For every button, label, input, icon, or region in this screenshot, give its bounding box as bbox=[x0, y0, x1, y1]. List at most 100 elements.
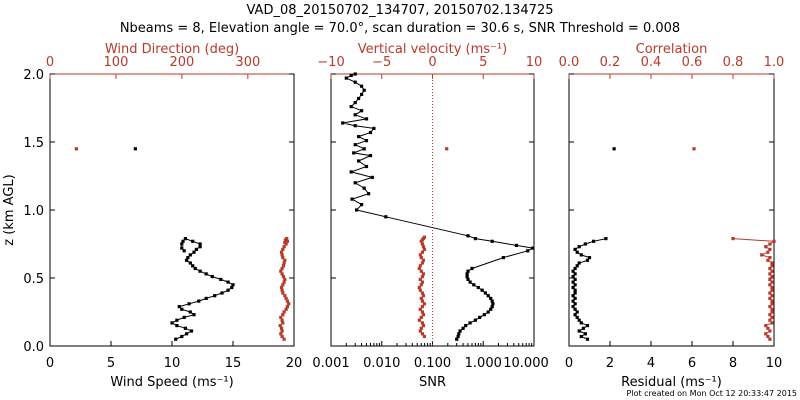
data-point-wind-direction bbox=[281, 313, 285, 317]
panel-residual_correlation: 0 2 4 6 8 10 Residual (ms⁻¹) 0.0 0.2 0.4 0.6 0.8 1.0… bbox=[559, 42, 785, 390]
data-point-snr bbox=[476, 285, 480, 290]
data-point-snr bbox=[357, 135, 361, 139]
data-point-residual bbox=[583, 332, 587, 336]
data-point-wind-speed bbox=[219, 277, 223, 281]
data-point-residual bbox=[577, 261, 581, 265]
data-point-wind-direction bbox=[282, 337, 286, 341]
data-point-wind-speed bbox=[177, 305, 181, 309]
data-point-correlation bbox=[766, 334, 770, 339]
data-point-wind-direction bbox=[281, 264, 285, 268]
data-point-vertical-velocity bbox=[420, 291, 424, 295]
data-point-snr bbox=[486, 294, 490, 298]
data-point-snr bbox=[384, 215, 388, 219]
data-point-residual bbox=[573, 291, 577, 295]
data-point-vertical-velocity bbox=[421, 313, 425, 317]
data-point-wind-direction bbox=[280, 253, 284, 257]
data-point-vertical-velocity bbox=[419, 315, 423, 319]
data-point-vertical-velocity bbox=[419, 296, 423, 300]
x-tick-label: 8 bbox=[729, 356, 737, 371]
data-point-wind-speed bbox=[210, 275, 214, 279]
data-point-snr bbox=[352, 151, 356, 155]
data-point-residual bbox=[583, 242, 587, 246]
x-tick-label: 20 bbox=[286, 356, 303, 371]
top-tick-label: 100 bbox=[104, 55, 129, 70]
data-point-snr bbox=[353, 101, 357, 105]
y-tick-label: 2.0 bbox=[23, 68, 44, 83]
data-point-snr bbox=[465, 275, 469, 279]
data-point-snr bbox=[368, 154, 373, 158]
data-point-snr bbox=[490, 239, 494, 243]
data-point-wind-speed bbox=[230, 285, 234, 290]
data-point-snr bbox=[473, 318, 477, 322]
top-tick-label: −10 bbox=[317, 55, 344, 70]
data-point-correlation bbox=[768, 337, 772, 341]
data-point-wind-direction bbox=[284, 307, 288, 311]
data-point-wind-direction bbox=[285, 305, 289, 309]
data-point-wind-speed bbox=[181, 239, 185, 243]
data-point-correlation bbox=[768, 305, 772, 309]
data-point-wind-speed bbox=[188, 253, 192, 257]
top-tick-label: 0.8 bbox=[723, 55, 744, 70]
data-point-residual bbox=[573, 288, 577, 292]
series-line-snr bbox=[342, 73, 535, 340]
data-point-wind-direction bbox=[283, 238, 287, 242]
top-tick-label: 300 bbox=[235, 55, 260, 70]
data-point-vertical-velocity bbox=[418, 277, 422, 281]
data-point-correlation bbox=[770, 288, 774, 292]
data-point-vertical-velocity bbox=[422, 302, 426, 306]
data-point-wind-speed bbox=[175, 324, 179, 328]
data-point-residual bbox=[587, 256, 592, 260]
data-point-wind-direction bbox=[283, 277, 287, 281]
data-point-snr bbox=[473, 237, 477, 241]
data-point-vertical-velocity bbox=[421, 324, 425, 328]
data-point-wind-direction bbox=[278, 324, 282, 328]
data-point-snr bbox=[357, 159, 361, 163]
x-tick-label: 0 bbox=[46, 356, 54, 371]
data-point-snr bbox=[482, 313, 486, 317]
data-point-wind-direction bbox=[281, 247, 285, 251]
data-point-residual bbox=[573, 313, 577, 317]
data-point-wind-direction bbox=[282, 245, 286, 249]
data-point-wind-speed bbox=[185, 258, 189, 262]
x-tick-label: 10 bbox=[766, 356, 783, 371]
data-point-vertical-velocity bbox=[419, 269, 423, 273]
data-point-correlation bbox=[770, 294, 774, 298]
data-point-vertical-velocity bbox=[417, 285, 421, 290]
data-point-snr bbox=[360, 84, 364, 88]
top-tick-label: 1.0 bbox=[764, 55, 785, 70]
data-point-residual bbox=[577, 318, 581, 322]
data-point-wind-speed bbox=[183, 326, 187, 330]
data-point-residual bbox=[592, 239, 596, 243]
data-point-residual bbox=[571, 305, 575, 309]
data-point-vertical-velocity bbox=[417, 318, 421, 322]
top-tick-label: 0.4 bbox=[641, 55, 662, 70]
data-point-vertical-velocity bbox=[419, 326, 423, 330]
data-point-snr bbox=[353, 124, 357, 128]
data-point-correlation bbox=[766, 258, 770, 262]
data-point-wind-speed bbox=[186, 256, 190, 260]
data-point-residual bbox=[571, 285, 575, 290]
x-tick-label: 0.100 bbox=[414, 356, 451, 371]
data-point-residual bbox=[573, 302, 577, 306]
data-point-vertical-velocity bbox=[418, 253, 422, 257]
data-point-vertical-velocity bbox=[418, 329, 422, 333]
data-point-snr bbox=[466, 277, 470, 281]
data-point-wind-speed bbox=[198, 269, 202, 273]
data-point-wind-direction bbox=[282, 261, 286, 265]
data-point-wind-speed bbox=[189, 329, 194, 333]
data-point-wind-direction bbox=[282, 310, 286, 314]
x-tick-label: 6 bbox=[688, 356, 696, 371]
top-tick-label: 5 bbox=[479, 55, 487, 70]
data-point-correlation bbox=[731, 237, 735, 241]
data-point-vertical-velocity bbox=[418, 264, 422, 268]
data-point-snr bbox=[353, 72, 357, 76]
data-point-wind-direction bbox=[287, 302, 291, 306]
data-point-residual bbox=[573, 266, 577, 271]
data-point-snr bbox=[350, 197, 354, 201]
top-tick-label: 10 bbox=[526, 55, 543, 70]
data-point-correlation bbox=[768, 266, 772, 271]
x-tick-label: 0.010 bbox=[363, 356, 400, 371]
top-tick-label: 200 bbox=[169, 55, 194, 70]
y-tick-label: 1.5 bbox=[23, 136, 44, 151]
data-point-vertical-velocity bbox=[420, 321, 424, 325]
